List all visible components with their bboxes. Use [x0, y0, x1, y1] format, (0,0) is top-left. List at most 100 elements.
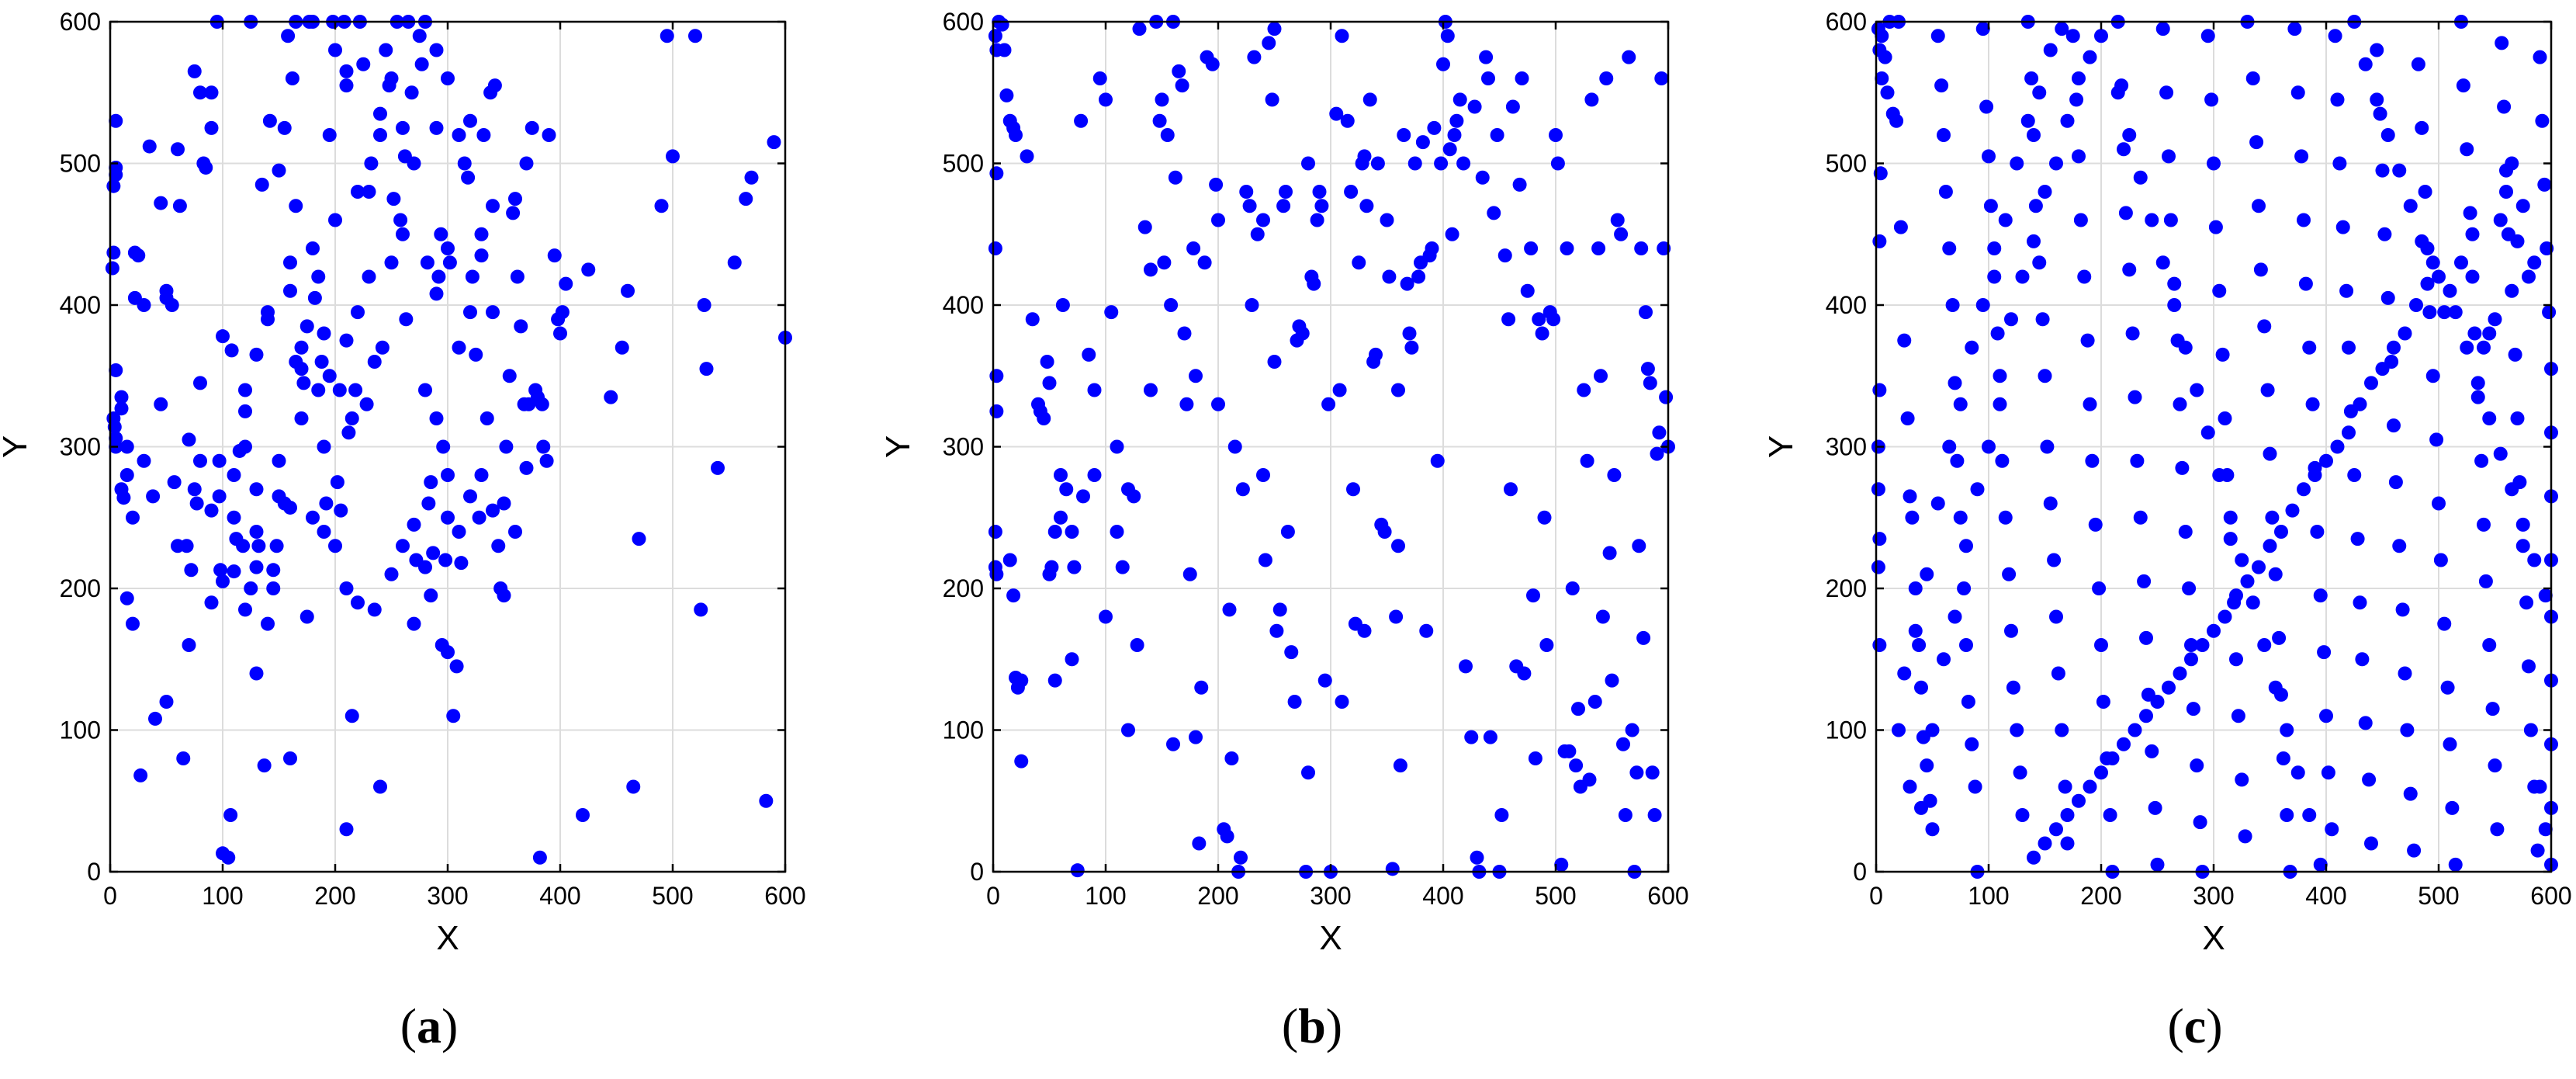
data-point: [2425, 255, 2440, 270]
data-point: [666, 149, 680, 164]
data-point: [1908, 623, 1923, 638]
data-point: [1539, 638, 1554, 652]
x-tick-label: 300: [427, 882, 468, 910]
data-point: [1873, 166, 1888, 181]
data-point: [2437, 305, 2452, 320]
data-point: [1640, 362, 1655, 376]
data-point: [2051, 666, 2065, 681]
data-point: [375, 340, 390, 355]
data-point: [2488, 312, 2502, 327]
data-point: [2195, 638, 2210, 652]
data-point: [2370, 92, 2384, 107]
data-point: [1993, 369, 2007, 383]
data-point: [131, 248, 146, 263]
data-point: [2482, 411, 2497, 425]
data-point: [1582, 772, 1597, 787]
data-point: [2167, 298, 2182, 312]
data-point: [1295, 326, 1310, 341]
data-point: [2139, 630, 2153, 645]
data-point: [2083, 779, 2097, 794]
data-point: [2460, 340, 2474, 355]
data-point: [236, 539, 251, 553]
data-point: [1975, 298, 1990, 312]
data-point: [2004, 623, 2018, 638]
data-point: [989, 404, 1004, 418]
data-point: [1504, 482, 1518, 497]
data-point: [1490, 128, 1504, 142]
data-point: [699, 362, 714, 376]
data-point: [2167, 276, 2182, 291]
data-point: [2235, 772, 2249, 787]
data-point: [1479, 50, 1494, 64]
data-point: [441, 468, 455, 482]
data-point: [283, 500, 297, 515]
data-point: [2280, 723, 2294, 737]
data-point: [1104, 305, 1119, 320]
data-point: [727, 255, 742, 270]
data-point: [1953, 397, 1968, 411]
data-point: [2049, 609, 2063, 624]
data-point: [119, 468, 134, 482]
data-point: [2015, 808, 2030, 822]
y-tick-label: 100: [1826, 716, 1867, 744]
data-point: [2499, 185, 2513, 199]
data-point: [1059, 482, 1074, 497]
data-point: [367, 355, 382, 369]
y-tick-label: 600: [1826, 8, 1867, 36]
data-point: [283, 751, 297, 765]
data-point: [1903, 489, 1917, 504]
data-point: [2184, 652, 2198, 667]
data-point: [2013, 765, 2027, 780]
data-point: [341, 425, 356, 440]
data-point: [1189, 730, 1203, 744]
data-point: [2319, 709, 2333, 723]
data-point: [2505, 156, 2519, 171]
data-point: [2276, 751, 2290, 765]
data-point: [1427, 120, 1442, 135]
data-point: [2477, 340, 2491, 355]
data-point: [182, 432, 196, 447]
data-point: [1070, 863, 1085, 878]
x-tick-label: 0: [103, 882, 117, 910]
data-point: [283, 283, 297, 298]
data-point: [1235, 482, 1250, 497]
x-axis-label: X: [436, 919, 459, 957]
data-point: [2145, 213, 2159, 227]
data-point: [2388, 475, 2403, 490]
scatter-plot-c: 0 100 200 300 400 500 600 0 100 200 300 400 500 600 X Y: [1762, 8, 2572, 957]
data-point: [328, 213, 342, 227]
data-point: [1329, 106, 1344, 121]
data-point: [2268, 680, 2283, 695]
data-point: [441, 645, 455, 660]
data-point: [1605, 673, 1619, 688]
data-point: [1002, 553, 1017, 567]
y-tick-label: 0: [970, 858, 984, 886]
data-point: [1532, 312, 1546, 327]
data-point: [2212, 283, 2227, 298]
data-point: [988, 241, 1002, 255]
data-point: [1009, 128, 1023, 142]
data-point: [2403, 199, 2418, 213]
data-point: [2522, 659, 2536, 674]
data-point: [2257, 319, 2272, 334]
data-point: [2432, 496, 2446, 511]
data-point: [223, 808, 238, 822]
data-point: [1897, 666, 1912, 681]
panel-caption-letter: a: [417, 998, 441, 1053]
data-point: [1517, 666, 1532, 681]
data-point: [1577, 383, 1591, 397]
data-point: [339, 333, 354, 348]
data-point: [1871, 482, 1885, 497]
data-point: [441, 71, 455, 85]
data-point: [2145, 744, 2159, 758]
data-point: [424, 475, 438, 490]
data-point: [289, 199, 303, 213]
data-point: [1464, 730, 1479, 744]
data-point: [1970, 482, 1985, 497]
data-point: [204, 503, 219, 518]
data-point: [2215, 347, 2230, 362]
data-point: [2298, 276, 2313, 291]
data-point: [2155, 22, 2170, 36]
data-point: [1076, 489, 1090, 504]
data-point: [1014, 754, 1029, 768]
